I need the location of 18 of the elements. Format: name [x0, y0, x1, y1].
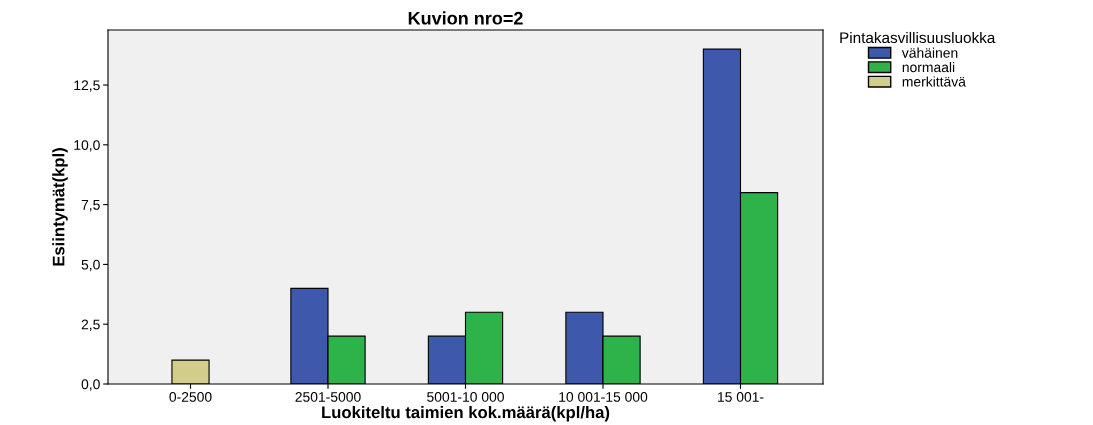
- y-tick-label: 5,0: [81, 259, 100, 272]
- y-tick-label: 7,5: [81, 200, 100, 212]
- x-axis-title: Luokiteltu taimien kok.määrä(kpl/ha): [322, 405, 610, 422]
- x-tick-label: 0-2500: [169, 392, 212, 402]
- legend-label: vähäinen: [901, 47, 958, 58]
- y-tick-label: 2,5: [81, 319, 100, 332]
- legend-label: normaali: [902, 61, 955, 73]
- x-tick-label: 15 001-: [718, 392, 764, 402]
- y-tick-label: 0,0: [81, 379, 100, 391]
- y-tick-label: 12,5: [74, 80, 100, 92]
- y-axis-title: Esiintymät(kpl): [52, 148, 68, 266]
- chart-title: Kuvion nro=2: [408, 11, 523, 25]
- x-tick-label: 2501-5000: [295, 392, 361, 402]
- legend-title: Pintakasvillisuusluokka: [840, 31, 996, 44]
- y-tick-label: 10,0: [74, 140, 100, 152]
- x-tick-label: 10 001-15 000: [559, 392, 648, 402]
- x-tick-label: 5001-10 000: [427, 392, 504, 402]
- legend-label: merkittävä: [902, 76, 966, 87]
